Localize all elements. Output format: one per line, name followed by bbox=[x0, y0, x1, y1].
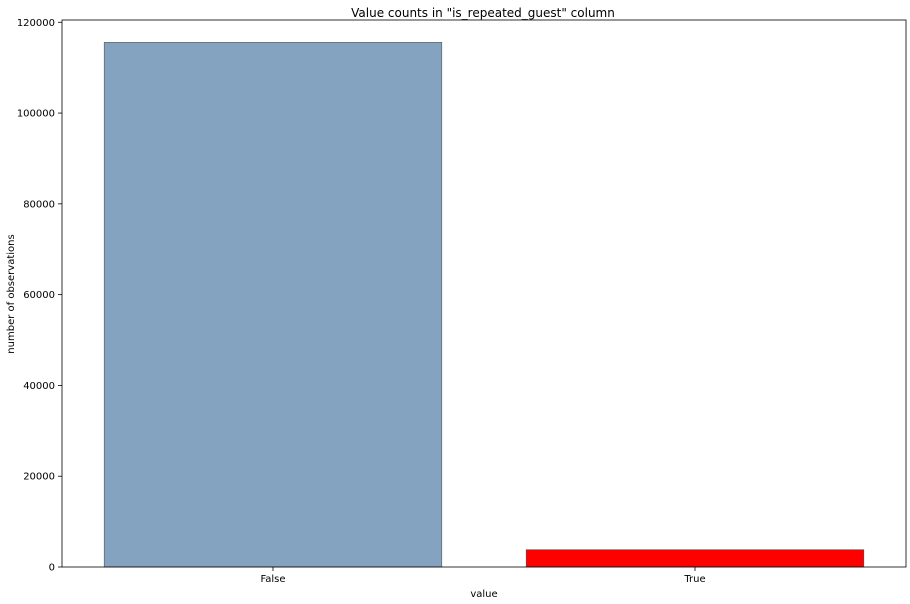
plot-frame bbox=[61, 19, 907, 568]
x-tick-label: False bbox=[260, 574, 285, 585]
y-tick-label: 0 bbox=[49, 563, 55, 574]
bar-true bbox=[525, 549, 865, 568]
x-axis: False True bbox=[260, 567, 706, 585]
y-tick-label: 40000 bbox=[23, 381, 55, 392]
chart-title: Value counts in "is_repeated_guest" colu… bbox=[351, 6, 615, 20]
y-tick-label: 80000 bbox=[23, 199, 55, 210]
bar-false bbox=[103, 42, 443, 568]
y-tick-label: 20000 bbox=[23, 472, 55, 483]
y-tick-label: 120000 bbox=[17, 18, 55, 29]
y-axis: 0 20000 40000 60000 80000 100000 120000 bbox=[17, 18, 62, 574]
x-axis-label: value bbox=[470, 589, 497, 600]
y-tick-label: 100000 bbox=[17, 109, 55, 120]
y-axis-label: number of observations bbox=[6, 234, 17, 353]
y-tick-label: 60000 bbox=[23, 290, 55, 301]
x-tick-label: True bbox=[683, 574, 705, 585]
bars-group bbox=[103, 42, 865, 568]
